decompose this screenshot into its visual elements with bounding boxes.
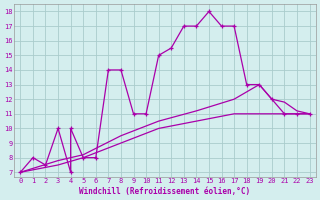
X-axis label: Windchill (Refroidissement éolien,°C): Windchill (Refroidissement éolien,°C) [79,187,251,196]
